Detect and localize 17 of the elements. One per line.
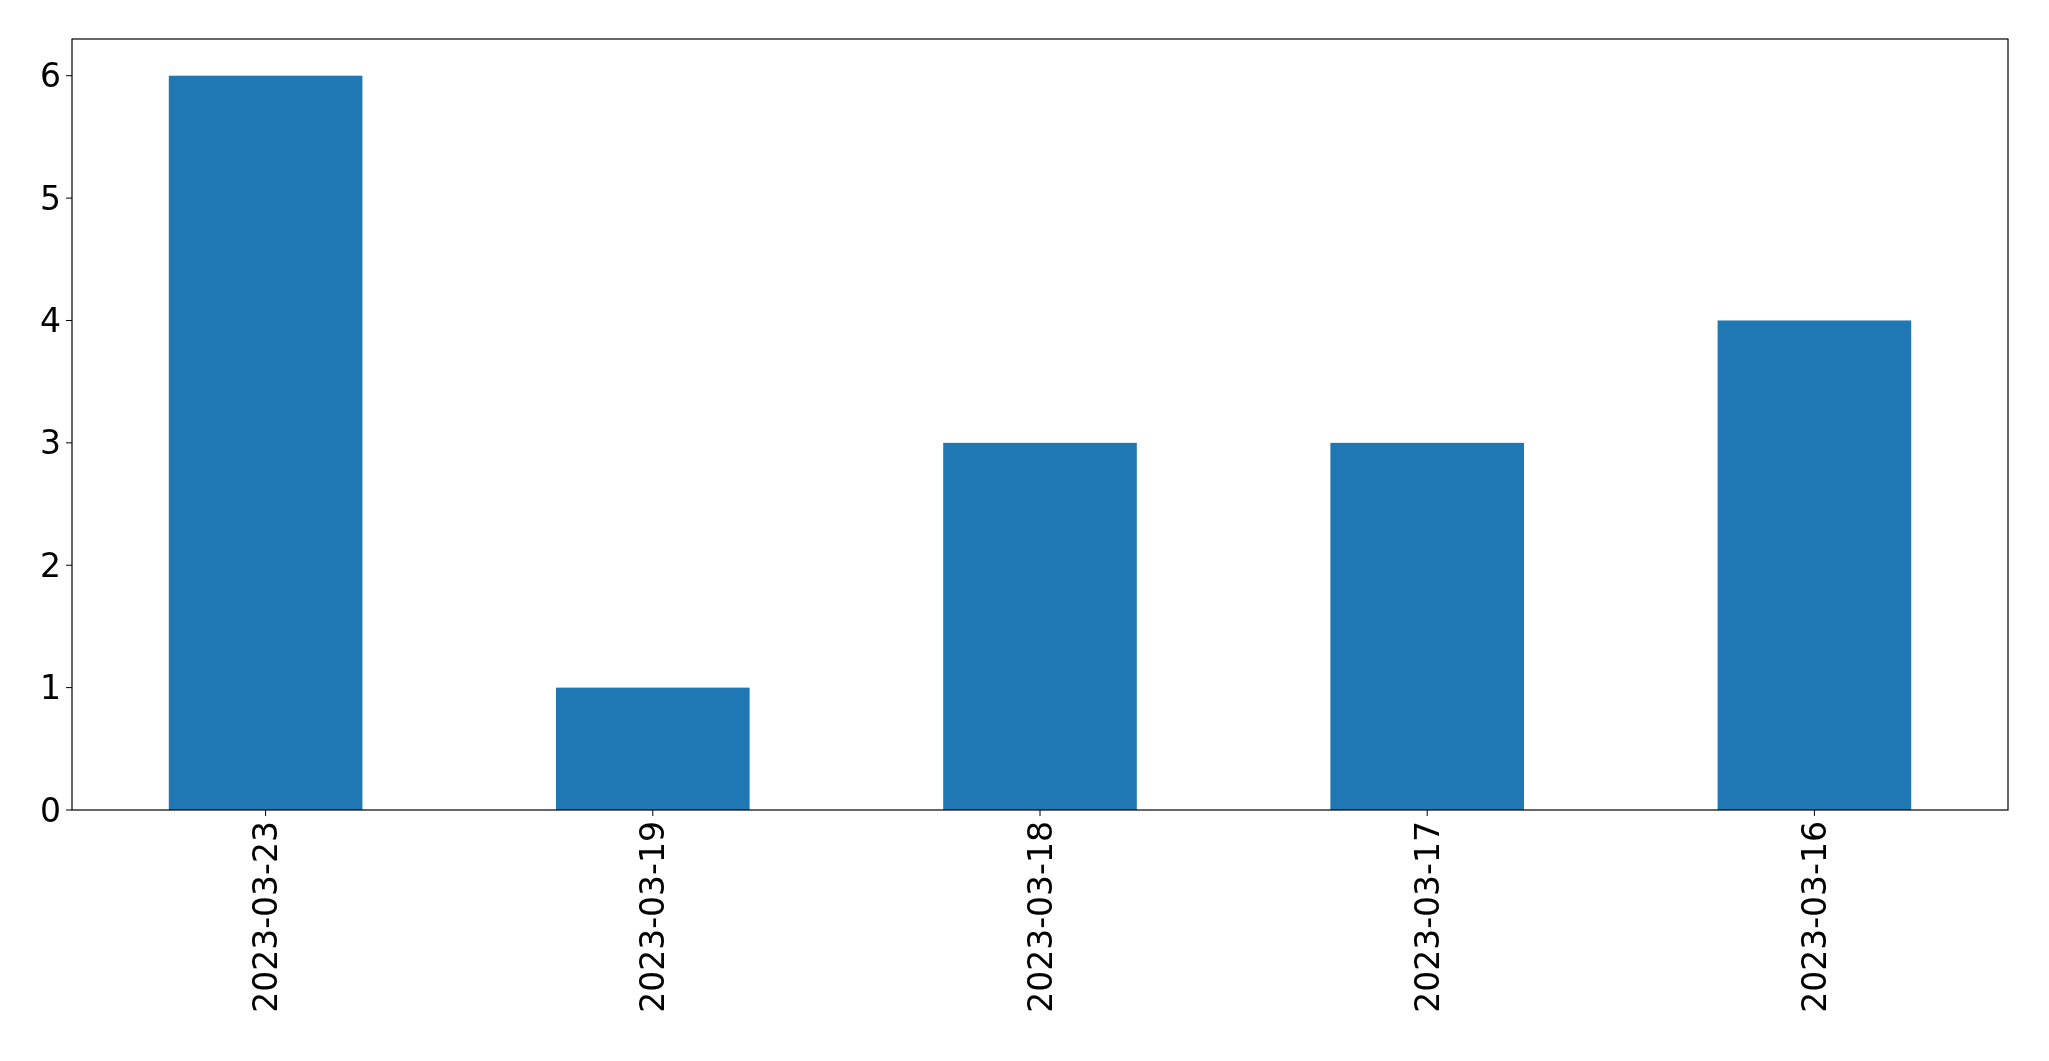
x-tick-label: 2023-03-18 [1020, 821, 1060, 1013]
y-tick-label: 5 [40, 178, 61, 218]
x-tick-label: 2023-03-23 [246, 821, 286, 1013]
x-tick-label: 2023-03-17 [1407, 821, 1447, 1013]
y-tick-label: 4 [40, 301, 61, 341]
y-tick-label: 1 [40, 668, 61, 708]
y-tick-label: 3 [40, 423, 61, 463]
x-tick-label: 2023-03-16 [1794, 821, 1834, 1013]
bar [168, 75, 363, 810]
bar [1717, 320, 1912, 810]
bar [943, 442, 1137, 810]
x-tick-label: 2023-03-19 [633, 821, 673, 1013]
y-tick-label: 2 [40, 545, 61, 585]
y-tick-label: 6 [40, 56, 61, 96]
bar [556, 687, 750, 810]
y-tick-label: 0 [40, 790, 61, 830]
bar [1330, 442, 1524, 810]
